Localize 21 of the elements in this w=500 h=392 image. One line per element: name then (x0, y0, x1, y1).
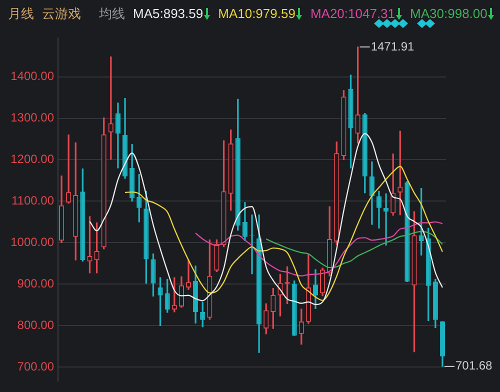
legend-title: 均线 (99, 4, 125, 22)
y-tick-label: 1000.00 (10, 234, 54, 249)
text: MA10:979.59 (218, 6, 296, 21)
y-tick-label: 1400.00 (10, 69, 54, 84)
chart-title: 月线 (8, 4, 34, 22)
line-series (266, 230, 444, 268)
y-tick-label: 1100.00 (12, 194, 54, 208)
line-series (124, 166, 444, 301)
chart-subtitle: 云游戏 (42, 4, 81, 22)
y-tick-label: 1300.00 (10, 110, 54, 125)
annotation: 1471.91 (370, 39, 415, 54)
line-series (89, 132, 444, 306)
y-tick-label: 1200.00 (10, 152, 54, 166)
text: MA5:893.59 (133, 6, 204, 21)
candlestick (186, 260, 192, 290)
text: 701.68 (455, 358, 492, 373)
text: MA20:1047.31 (310, 6, 396, 21)
y-tick-label: 700.00 (17, 359, 54, 374)
text: MA30:998.00 (410, 6, 488, 21)
y-tick-label: 900.00 (17, 276, 54, 290)
y-tick-label: 800.00 (17, 318, 54, 332)
